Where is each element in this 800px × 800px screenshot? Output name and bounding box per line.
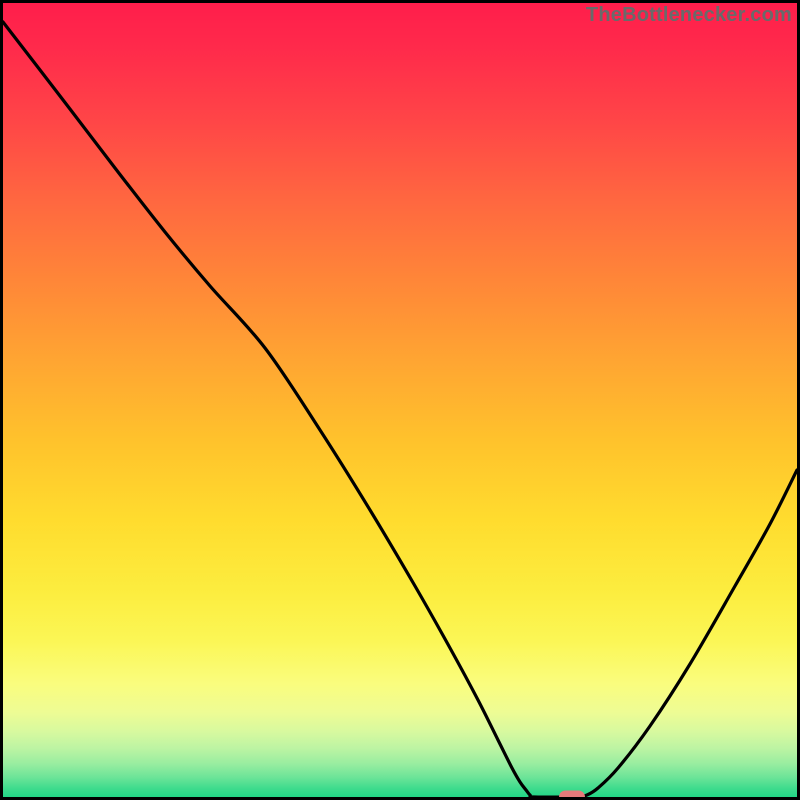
chart-curve-layer [0,0,800,800]
optimal-point-marker [559,791,585,800]
watermark-text: TheBottlenecker.com [586,4,792,27]
bottleneck-curve [3,22,797,797]
bottleneck-chart: TheBottlenecker.com [0,0,800,800]
marker-pill [559,791,585,800]
